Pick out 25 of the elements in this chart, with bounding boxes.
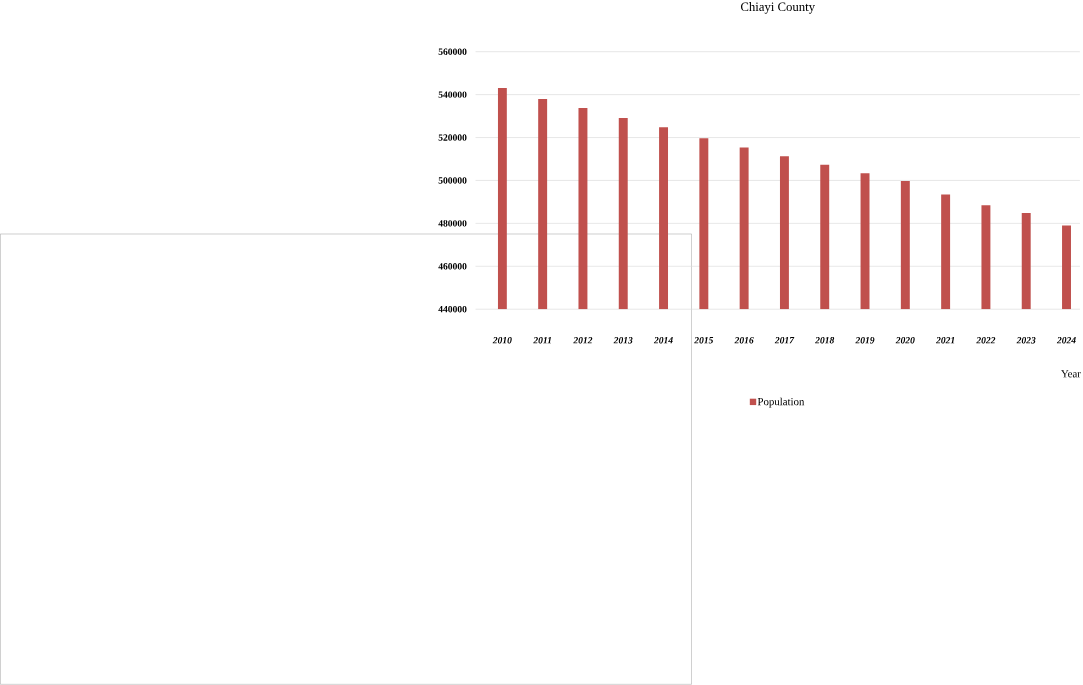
x-tick-label: 2014	[653, 337, 673, 344]
y-tick-label: 460000	[438, 263, 467, 270]
x-tick-label: 2019	[855, 337, 875, 344]
chart-title: Chiayi County	[740, 2, 815, 14]
x-tick-label: 2013	[613, 337, 633, 344]
y-tick-label: 440000	[438, 306, 467, 313]
x-tick-label: 2012	[573, 337, 593, 344]
y-tick-label: 480000	[438, 220, 467, 227]
x-tick-label: 2011	[533, 337, 551, 344]
x-tick-label: 2016	[734, 337, 754, 344]
x-tick-label: 2010	[492, 337, 512, 344]
x-tick-label: 2024	[1056, 337, 1076, 344]
x-tick-label: 2022	[976, 337, 996, 344]
x-tick-label: 2015	[694, 337, 714, 344]
y-tick-label: 560000	[438, 48, 467, 56]
x-tick-label: 2017	[774, 337, 795, 344]
x-axis-title: Year	[1061, 370, 1081, 378]
x-tick-label: 2021	[935, 337, 955, 344]
legend-label: Population	[757, 397, 805, 408]
y-tick-label: 500000	[438, 177, 467, 184]
y-tick-label: 520000	[438, 134, 467, 141]
x-tick-label: 2023	[1016, 337, 1036, 344]
y-tick-label: 540000	[438, 91, 467, 98]
x-tick-label: 2018	[815, 337, 835, 344]
x-tick-label: 2020	[895, 337, 915, 344]
